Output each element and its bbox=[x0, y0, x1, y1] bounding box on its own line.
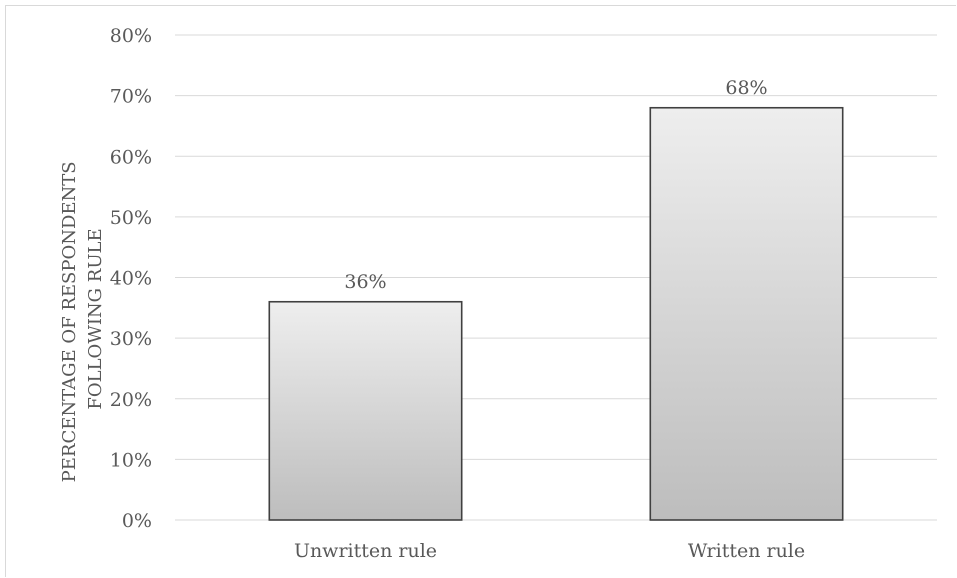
bar-written-rule bbox=[649, 106, 844, 521]
bars bbox=[268, 106, 844, 521]
y-axis-ticks: 0% 10% 20% 30% 40% 50% 60% 70% 80% bbox=[110, 25, 152, 532]
y-tick-label-30: 30% bbox=[110, 328, 152, 350]
data-labels: 36% 68% bbox=[344, 77, 767, 293]
y-tick-label-60: 60% bbox=[110, 146, 152, 168]
y-axis-title-text: PERCENTAGE OF RESPONDENTS FOLLOWING RULE bbox=[59, 156, 106, 483]
bar-unwritten-rule bbox=[268, 300, 463, 521]
y-tick-label-80: 80% bbox=[110, 25, 152, 47]
y-axis-title: PERCENTAGE OF RESPONDENTS FOLLOWING RULE bbox=[59, 156, 106, 483]
x-axis-categories: Unwritten rule Written rule bbox=[294, 540, 805, 562]
data-label-written-rule: 68% bbox=[725, 77, 767, 99]
y-tick-label-10: 10% bbox=[110, 449, 152, 471]
category-label-unwritten-rule: Unwritten rule bbox=[294, 540, 437, 562]
y-tick-label-50: 50% bbox=[110, 207, 152, 229]
y-tick-label-20: 20% bbox=[110, 389, 152, 411]
data-label-unwritten-rule: 36% bbox=[344, 271, 386, 293]
y-tick-label-40: 40% bbox=[110, 268, 152, 290]
y-axis-title-line-1: PERCENTAGE OF RESPONDENTS bbox=[59, 161, 80, 482]
y-tick-label-70: 70% bbox=[110, 86, 152, 108]
chart-frame bbox=[5, 5, 956, 577]
y-tick-label-0: 0% bbox=[122, 510, 152, 532]
category-label-written-rule: Written rule bbox=[688, 540, 805, 562]
y-axis-title-line-2: FOLLOWING RULE bbox=[85, 228, 106, 409]
